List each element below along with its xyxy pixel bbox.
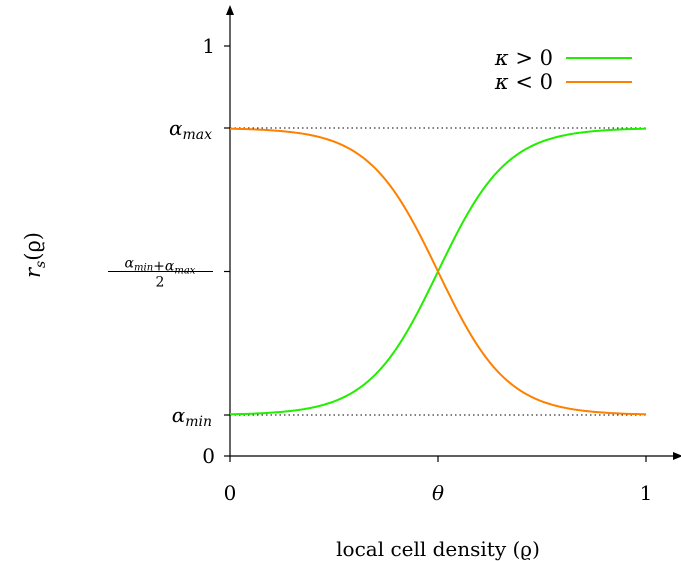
legend-label-kappa-negative: κ < 0 <box>494 70 553 94</box>
y-tick-label: 1 <box>202 34 215 58</box>
x-tick-label: 1 <box>640 481 653 505</box>
x-axis-label: local cell density (ϱ) <box>336 537 540 561</box>
y-axis-label-base: r <box>21 266 45 278</box>
legend-label-kappa-positive: κ > 0 <box>494 46 553 70</box>
series-lines <box>229 127 647 416</box>
y-axis-label: rs(ϱ) <box>21 232 49 278</box>
y-tick-label-fraction-num: αmin+αmax <box>125 256 196 277</box>
y-axis-label-arg: (ϱ) <box>21 232 45 261</box>
y-tick-label-alpha-max: αmax <box>169 116 212 143</box>
y-axis-label-sub: s <box>33 261 49 268</box>
y-tick-label-fraction-den: 2 <box>156 275 165 291</box>
legend: κ > 0κ < 0 <box>494 46 632 94</box>
reference-lines <box>230 127 646 416</box>
series-line-kappa-negative <box>229 127 647 416</box>
x-tick-label: 0 <box>224 481 237 505</box>
x-tick-label: θ <box>432 481 444 505</box>
y-tick-label: 0 <box>202 444 215 468</box>
axes <box>226 5 681 460</box>
y-tick-label-alpha-min: αmin <box>172 403 212 430</box>
